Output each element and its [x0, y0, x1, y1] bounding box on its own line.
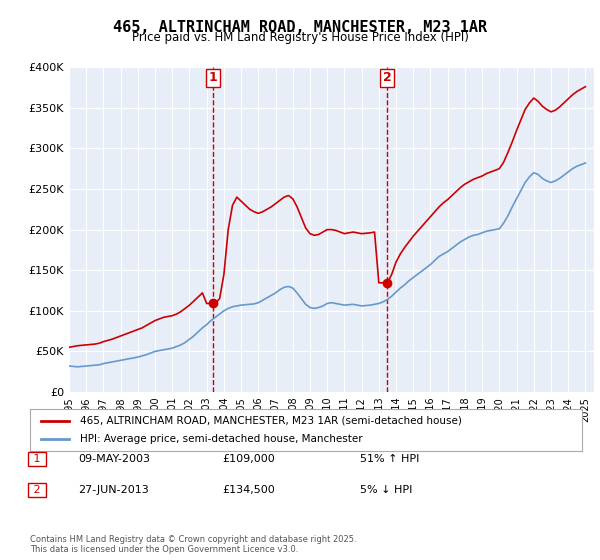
Text: 09-MAY-2003: 09-MAY-2003: [78, 454, 150, 464]
Text: 5% ↓ HPI: 5% ↓ HPI: [360, 485, 412, 495]
Text: 2: 2: [30, 485, 44, 495]
Text: HPI: Average price, semi-detached house, Manchester: HPI: Average price, semi-detached house,…: [80, 434, 362, 444]
Text: £109,000: £109,000: [222, 454, 275, 464]
Text: 2: 2: [383, 71, 391, 84]
Text: 1: 1: [208, 71, 217, 84]
Text: 465, ALTRINCHAM ROAD, MANCHESTER, M23 1AR: 465, ALTRINCHAM ROAD, MANCHESTER, M23 1A…: [113, 20, 487, 35]
Text: £134,500: £134,500: [222, 485, 275, 495]
Text: 1: 1: [30, 454, 44, 464]
Text: 465, ALTRINCHAM ROAD, MANCHESTER, M23 1AR (semi-detached house): 465, ALTRINCHAM ROAD, MANCHESTER, M23 1A…: [80, 416, 461, 426]
Text: 51% ↑ HPI: 51% ↑ HPI: [360, 454, 419, 464]
Text: Contains HM Land Registry data © Crown copyright and database right 2025.
This d: Contains HM Land Registry data © Crown c…: [30, 535, 356, 554]
Text: Price paid vs. HM Land Registry's House Price Index (HPI): Price paid vs. HM Land Registry's House …: [131, 31, 469, 44]
Text: 27-JUN-2013: 27-JUN-2013: [78, 485, 149, 495]
